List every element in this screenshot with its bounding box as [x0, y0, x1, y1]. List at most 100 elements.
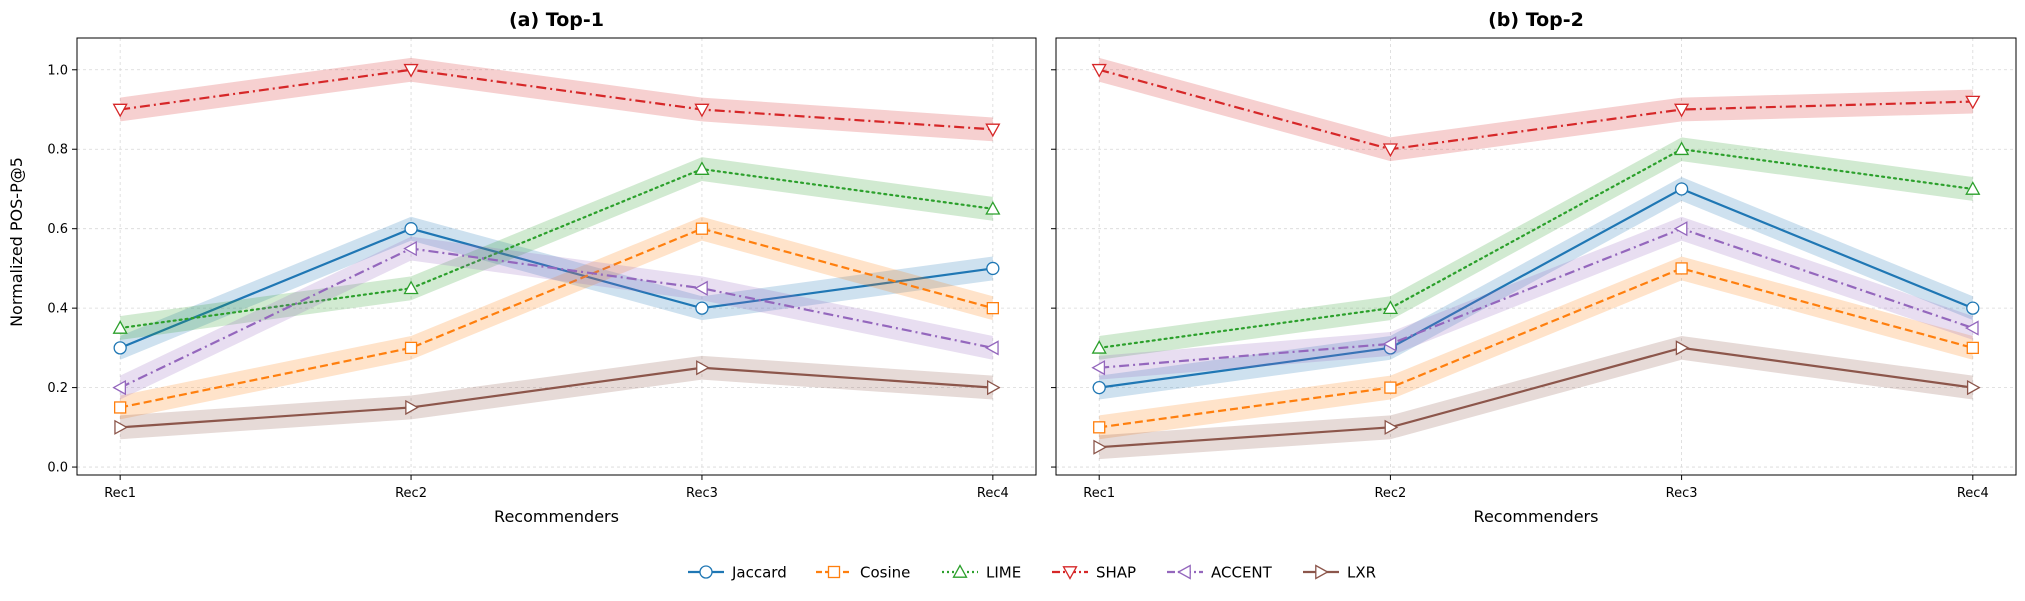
series-accent [1091, 216, 1979, 380]
x-tick-label: Rec1 [104, 486, 136, 501]
series-cosine [1093, 256, 1979, 440]
jaccard-line [1099, 187, 1974, 389]
x-tick-label: Rec2 [1374, 486, 1406, 501]
cosine-point [404, 341, 418, 355]
lime-point [1091, 340, 1107, 354]
shap-point [1965, 95, 1981, 110]
panel-b-top-2: Rec1 Rec2 Rec3 Rec4 (b) Top-2 Recommenders [1051, 9, 2017, 526]
chart-panels: Rec1 Rec2 Rec3 Rec4 0.0 0.2 0.4 0.6 0.8 1.0 (a) To… [47, 9, 2017, 526]
jaccard-point [1966, 301, 1980, 315]
lxr-point [114, 419, 128, 435]
y-tick-label: 0.6 [47, 222, 68, 237]
jaccard-point [986, 261, 1000, 276]
series-lime [112, 157, 1001, 340]
shap-point [694, 103, 710, 118]
x-axis: Rec1 Rec2 Rec3 Rec4 [104, 475, 1009, 501]
lxr-point [1384, 419, 1399, 435]
lxr-line [120, 366, 993, 429]
legend-marker [1315, 564, 1329, 580]
legend-label: LIME [986, 564, 1021, 582]
y-tick-label: 0.0 [47, 461, 68, 476]
x-axis-label: Recommenders [1474, 507, 1599, 526]
shap-line [1098, 68, 1973, 151]
legend-label: SHAP [1096, 564, 1136, 582]
accent-line [1099, 227, 1974, 369]
cosine-point [695, 222, 709, 235]
shap-line [120, 68, 993, 131]
shap-point [403, 63, 419, 78]
series-accent [112, 236, 999, 400]
cosine-point [114, 401, 127, 414]
x-tick-label: Rec4 [977, 486, 1009, 501]
cosine-confidence-band [1099, 256, 1973, 440]
cosine-line [1099, 267, 1974, 429]
x-tick-label: Rec3 [686, 486, 718, 501]
legend-label: ACCENT [1211, 564, 1273, 582]
accent-point [985, 340, 999, 356]
legend-item-cosine: Cosine [816, 564, 910, 582]
cosine-line [119, 227, 994, 409]
y-tick-label: 0.2 [47, 381, 68, 396]
lxr-line [1099, 346, 1973, 449]
legend-marker [827, 565, 841, 579]
legend-marker [952, 564, 968, 578]
accent-point [694, 280, 708, 296]
accent-point [403, 240, 417, 257]
legend-item-lime: LIME [942, 564, 1021, 582]
lxr-point [1093, 439, 1108, 455]
cosine-point [1675, 262, 1688, 275]
jaccard-point [695, 301, 709, 315]
x-axis-label: Recommenders [494, 507, 619, 526]
legend-marker [1062, 566, 1078, 580]
shap-point [1091, 63, 1107, 78]
lime-point [1382, 300, 1399, 314]
series-layer [112, 57, 1001, 440]
legend-marker [1177, 564, 1191, 580]
cosine-point [986, 301, 999, 315]
lime-line [119, 167, 994, 330]
accent-line [119, 247, 994, 389]
series-lxr [1093, 335, 1981, 460]
lxr-point [696, 360, 710, 376]
accent-point [1673, 221, 1688, 237]
lime-point [694, 161, 710, 175]
plot-frame [76, 37, 1037, 476]
shap-point [985, 123, 1001, 138]
lime-confidence-band [120, 157, 993, 340]
plot-frame [1055, 37, 2017, 476]
cosine-point [1384, 381, 1397, 394]
series-lxr [114, 355, 1001, 440]
x-axis: Rec1 Rec2 Rec3 Rec4 [1083, 475, 1989, 501]
lxr-confidence-band [120, 355, 993, 440]
legend-item-jaccard: Jaccard [688, 564, 787, 582]
lime-point [403, 280, 419, 295]
lxr-point [986, 379, 1001, 396]
chart-title: (a) Top-1 [509, 9, 604, 31]
accent-point [1091, 360, 1106, 376]
lime-point [112, 320, 128, 334]
legend-label: Jaccard [731, 564, 787, 582]
y-tick-label: 1.0 [47, 63, 68, 78]
series-shap [1091, 57, 1981, 162]
y-axis: 0.0 0.2 0.4 0.6 0.8 1.0 [47, 63, 77, 476]
lime-point [1673, 141, 1690, 156]
lime-confidence-band [1099, 137, 1973, 360]
x-tick-label: Rec1 [1083, 486, 1115, 501]
jaccard-point [1674, 182, 1689, 196]
jaccard-confidence-band [120, 216, 993, 360]
lxr-point [405, 399, 419, 416]
lxr-point [1966, 379, 1981, 396]
y-axis [1051, 69, 1056, 468]
legend-marker [699, 565, 713, 579]
y-axis-label: Normalized POS-P@5 [7, 157, 26, 327]
cosine-point [1093, 421, 1106, 434]
series-layer [1091, 57, 1981, 460]
shap-confidence-band [1099, 57, 1973, 162]
shap-point [112, 103, 128, 118]
accent-point [112, 379, 127, 396]
lime-point [985, 200, 1001, 215]
jaccard-confidence-band [1099, 177, 1973, 400]
legend-item-lxr: LXR [1303, 564, 1376, 582]
